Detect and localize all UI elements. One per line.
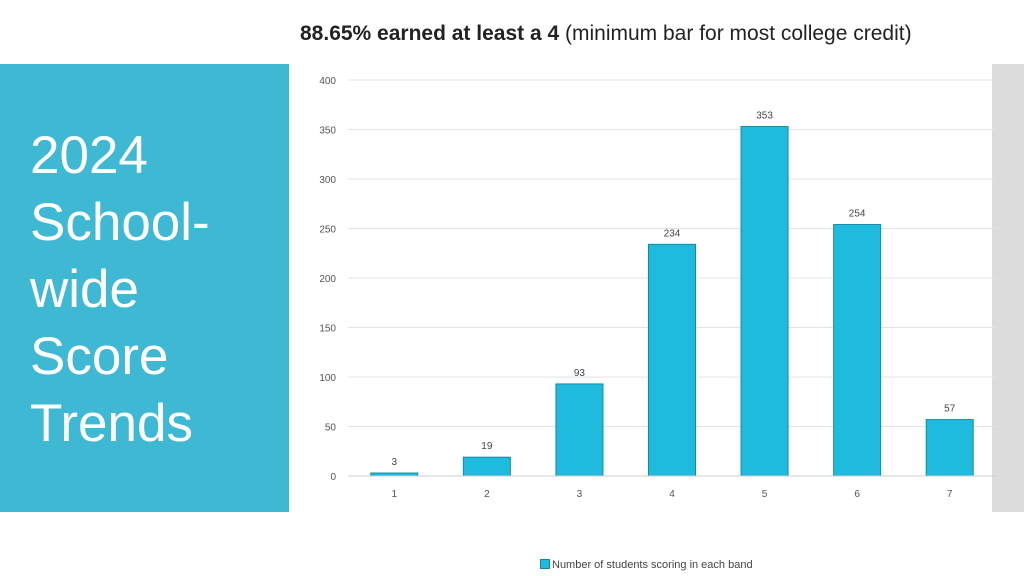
chart-legend: Number of students scoring in each band xyxy=(540,559,753,571)
bar xyxy=(648,243,696,477)
title-bold-part: 88.65% earned at least a 4 xyxy=(300,22,560,45)
legend-swatch xyxy=(540,559,550,569)
data-label: 353 xyxy=(756,111,773,122)
x-tick-label: 3 xyxy=(577,489,583,500)
x-tick-label: 7 xyxy=(947,489,953,500)
data-label: 3 xyxy=(392,457,398,468)
x-tick-label: 5 xyxy=(762,489,768,500)
y-tick-label: 50 xyxy=(325,423,337,434)
y-tick-label: 150 xyxy=(319,324,336,335)
data-label: 254 xyxy=(849,209,866,220)
data-label: 93 xyxy=(574,368,586,379)
bar xyxy=(925,419,974,477)
legend-label: Number of students scoring in each band xyxy=(552,559,753,571)
y-tick-label: 300 xyxy=(319,175,336,186)
x-tick-label: 6 xyxy=(854,489,860,500)
y-tick-label: 350 xyxy=(319,126,336,137)
slide-title: 88.65% earned at least a 4 (minimum bar … xyxy=(300,22,1010,46)
bar xyxy=(740,126,789,477)
bar xyxy=(833,224,882,477)
y-tick-label: 400 xyxy=(319,76,336,87)
y-tick-label: 0 xyxy=(330,472,336,483)
data-label: 57 xyxy=(944,404,956,415)
right-decorative-strip xyxy=(992,64,1024,512)
y-tick-label: 250 xyxy=(319,225,336,236)
y-tick-label: 200 xyxy=(319,274,336,285)
side-panel-title: 2024 School- wide Score Trends xyxy=(30,126,210,453)
data-label: 234 xyxy=(664,228,681,239)
bar xyxy=(462,456,511,477)
x-tick-label: 2 xyxy=(484,489,490,500)
bar xyxy=(555,383,604,477)
title-normal-part: (minimum bar for most college credit) xyxy=(559,22,912,45)
x-tick-label: 1 xyxy=(392,489,398,500)
side-panel: 2024 School- wide Score Trends xyxy=(0,64,289,512)
data-label: 19 xyxy=(481,441,493,452)
x-tick-label: 4 xyxy=(669,489,675,500)
y-tick-label: 100 xyxy=(319,373,336,384)
